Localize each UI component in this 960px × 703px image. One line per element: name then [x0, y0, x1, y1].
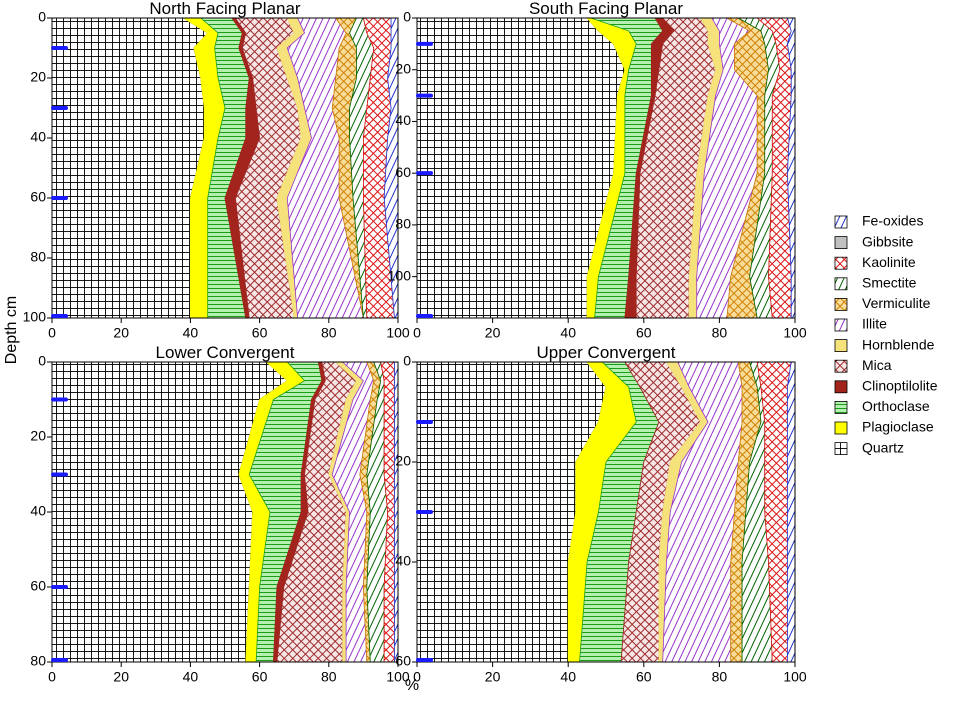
legend-swatch [834, 380, 848, 394]
legend-swatch [834, 421, 848, 435]
legend-label: Clinoptilolite [862, 378, 938, 394]
panel-title: North Facing Planar [149, 0, 301, 18]
y-axis-label: Depth cm [3, 296, 20, 364]
x-tick-label: 100 [783, 325, 807, 341]
x-tick-label: 40 [560, 325, 576, 341]
y-tick-label: 0 [38, 9, 46, 25]
legend-label: Mica [862, 357, 892, 373]
legend-label: Vermiculite [862, 295, 931, 311]
legend-swatch [834, 359, 848, 373]
y-tick-label: 100 [388, 267, 412, 283]
legend-swatch [834, 215, 848, 229]
legend-swatch [834, 256, 848, 270]
y-tick-label: 60 [395, 164, 411, 180]
y-tick-label: 80 [395, 216, 411, 232]
area-band [51, 17, 209, 319]
legend-swatch [834, 442, 848, 456]
legend-label: Orthoclase [862, 398, 930, 414]
legend-swatch [834, 400, 848, 414]
x-tick-label: 80 [321, 325, 337, 341]
legend-label: Kaolinite [862, 254, 916, 270]
legend-label: Gibbsite [862, 233, 914, 249]
y-tick-label: 20 [395, 60, 411, 76]
panel-title: Lower Convergent [156, 343, 295, 362]
x-tick-label: 40 [183, 325, 199, 341]
x-tick-label: 20 [485, 669, 501, 685]
y-tick-label: 0 [403, 9, 411, 25]
legend-label: Fe-oxides [862, 213, 923, 229]
legend-swatch [834, 236, 848, 250]
legend-label: Plagioclase [862, 419, 934, 435]
x-tick-label: 100 [386, 669, 410, 685]
legend-label: Quartz [862, 439, 904, 455]
x-tick-label: 0 [48, 325, 56, 341]
x-tick-label: 40 [560, 669, 576, 685]
x-tick-label: 0 [413, 325, 421, 341]
x-tick-label: 20 [113, 325, 129, 341]
y-tick-label: 40 [395, 553, 411, 569]
x-tick-label: 20 [113, 669, 129, 685]
legend-label: Hornblende [862, 336, 935, 352]
x-tick-label: 60 [636, 325, 652, 341]
legend-swatch [834, 339, 848, 353]
x-tick-label: 80 [712, 669, 728, 685]
x-tick-label: 0 [413, 669, 421, 685]
x-tick-label: 100 [783, 669, 807, 685]
x-tick-label: 60 [636, 669, 652, 685]
y-tick-label: 40 [30, 503, 46, 519]
x-axis-label: % [405, 677, 419, 694]
y-tick-label: 100 [23, 309, 47, 325]
y-tick-label: 20 [30, 428, 46, 444]
x-tick-label: 60 [252, 325, 268, 341]
y-tick-label: 60 [30, 578, 46, 594]
y-tick-label: 0 [38, 353, 46, 369]
plot-frame [416, 17, 796, 319]
y-tick-label: 60 [395, 653, 411, 669]
y-tick-label: 60 [30, 189, 46, 205]
x-tick-label: 100 [386, 325, 410, 341]
y-tick-label: 20 [395, 453, 411, 469]
x-tick-label: 0 [48, 669, 56, 685]
y-tick-label: 40 [395, 112, 411, 128]
x-tick-label: 20 [485, 325, 501, 341]
legend-swatch [834, 318, 848, 332]
x-tick-label: 40 [183, 669, 199, 685]
y-tick-label: 80 [30, 653, 46, 669]
x-tick-label: 80 [321, 669, 337, 685]
y-tick-label: 20 [30, 69, 46, 85]
x-tick-label: 60 [252, 669, 268, 685]
legend-swatch [834, 297, 848, 311]
area-band [394, 361, 399, 663]
legend-label: Smectite [862, 275, 917, 291]
legend-swatch [834, 277, 848, 291]
area-band [787, 361, 796, 663]
legend-label: Illite [862, 316, 887, 332]
plot-frame [51, 17, 399, 319]
panel-title: South Facing Planar [529, 0, 683, 18]
y-tick-label: 80 [30, 249, 46, 265]
panel-title: Upper Convergent [537, 343, 676, 362]
y-tick-label: 0 [403, 353, 411, 369]
y-tick-label: 40 [30, 129, 46, 145]
x-tick-label: 80 [712, 325, 728, 341]
